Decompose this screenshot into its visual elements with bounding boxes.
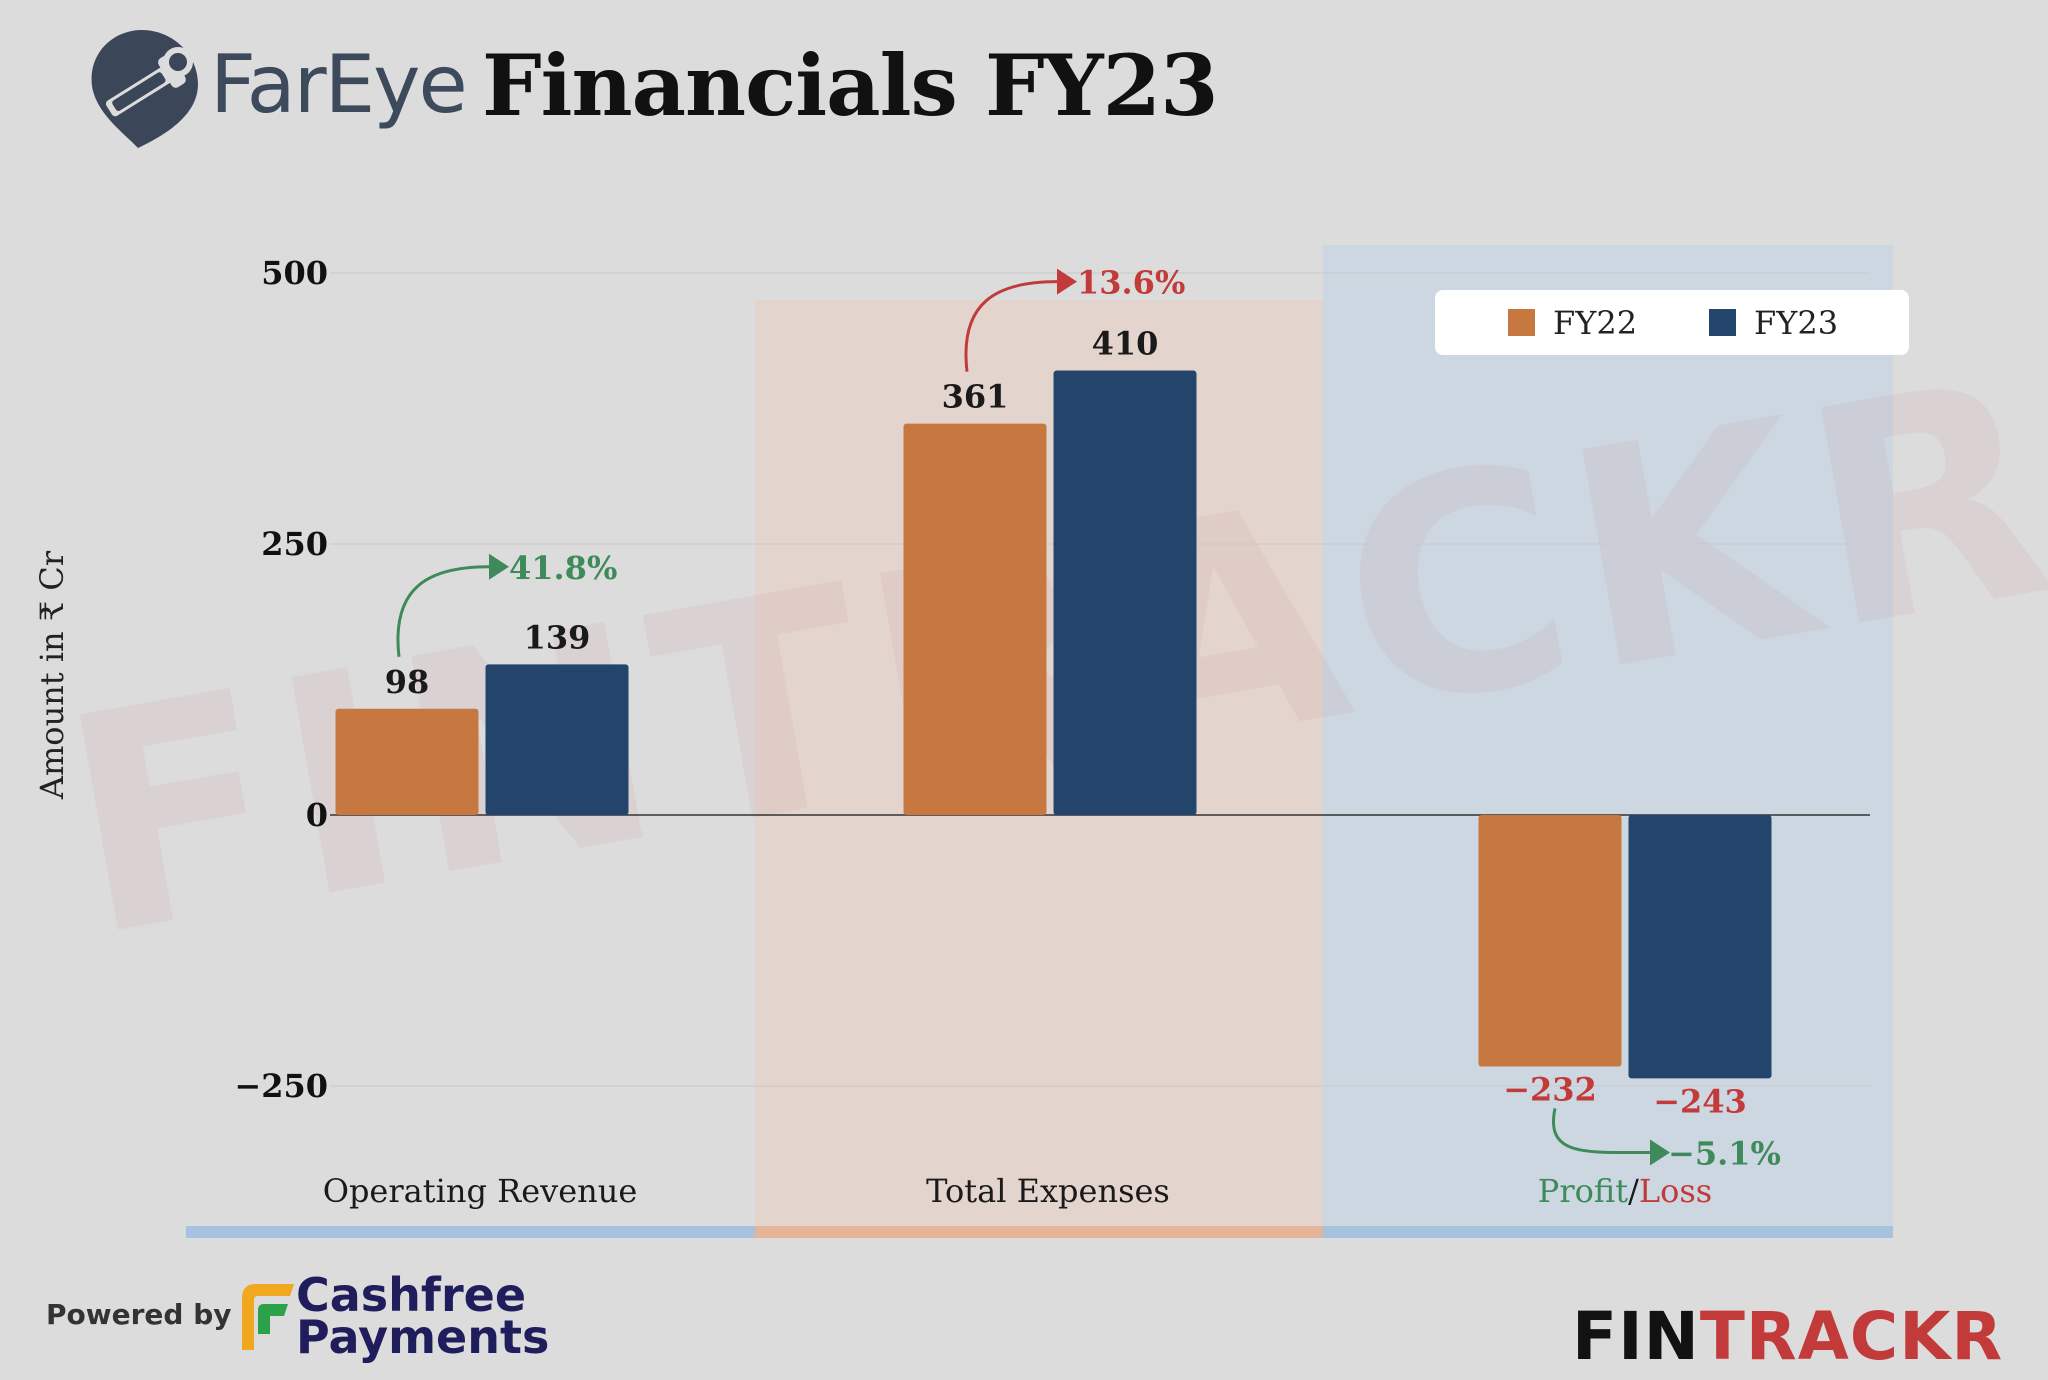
x-category-label-part: Loss (1639, 1172, 1712, 1210)
y-tick-label: −250 (234, 1067, 328, 1105)
bar-fy22 (1478, 815, 1622, 1067)
bar-value-label: 98 (385, 663, 430, 701)
bar-value-label: −243 (1653, 1082, 1747, 1120)
page-title: Financials FY23 (482, 36, 1219, 135)
bottom-band (186, 1226, 755, 1238)
x-category-label-part: / (1628, 1172, 1639, 1210)
legend-swatch-fy23 (1709, 309, 1736, 336)
bottom-band (1323, 1226, 1893, 1238)
bar-fy23 (1053, 370, 1197, 815)
powered-by-section: Powered by Cashfree Payments (46, 1270, 646, 1370)
legend-box (1435, 290, 1909, 355)
x-category-label: Profit/Loss (1538, 1172, 1712, 1210)
x-category-label: Operating Revenue (323, 1172, 638, 1210)
y-axis-label: Amount in ₹ Cr (33, 550, 71, 800)
change-label: 13.6% (1077, 264, 1185, 302)
legend-swatch-fy22 (1508, 309, 1535, 336)
bar-value-label: 410 (1092, 325, 1159, 363)
change-arrow-head (1650, 1139, 1670, 1166)
y-tick-label: 500 (261, 254, 328, 292)
header: FarEye Financials FY23 (80, 20, 1280, 150)
cashfree-logo-icon (242, 1284, 294, 1350)
change-arrow (396, 565, 490, 657)
x-category-label: Total Expenses (926, 1172, 1170, 1210)
fintrackr-logo-part2: TRACKR (1699, 1298, 2004, 1375)
bar-value-label: 361 (942, 378, 1009, 416)
bar-fy23 (1628, 815, 1772, 1079)
powered-by-text: Powered by (46, 1298, 232, 1331)
legend: FY22 FY23 (1435, 290, 1909, 355)
bar-value-label: −232 (1503, 1070, 1597, 1108)
sponsor-name-line2: Payments (296, 1310, 550, 1364)
brand-name: FarEye (210, 38, 468, 131)
fintrackr-logo-part1: FIN (1572, 1298, 1700, 1375)
bottom-band (755, 1226, 1323, 1238)
change-arrow (1552, 1108, 1651, 1155)
change-arrow-head (1057, 268, 1077, 295)
change-label: −5.1% (1668, 1134, 1781, 1172)
fareye-pin-icon (91, 30, 198, 148)
change-arrow (964, 280, 1058, 372)
legend-label-fy23: FY23 (1754, 304, 1838, 342)
bar-fy22 (903, 423, 1047, 815)
legend-label-fy22: FY22 (1553, 304, 1637, 342)
x-category-label-part: Profit (1538, 1172, 1628, 1210)
bar-value-label: 139 (524, 618, 591, 656)
bar-fy22 (335, 708, 479, 815)
change-arrow-head (489, 553, 509, 580)
y-tick-label: 0 (306, 796, 328, 834)
change-label: 41.8% (509, 549, 617, 587)
bar-fy23 (485, 664, 629, 815)
sponsor-name-line1: Cashfree (296, 1268, 527, 1322)
fintrackr-logo: FINTRACKR (1572, 1298, 2003, 1375)
y-tick-label: 250 (261, 525, 328, 563)
